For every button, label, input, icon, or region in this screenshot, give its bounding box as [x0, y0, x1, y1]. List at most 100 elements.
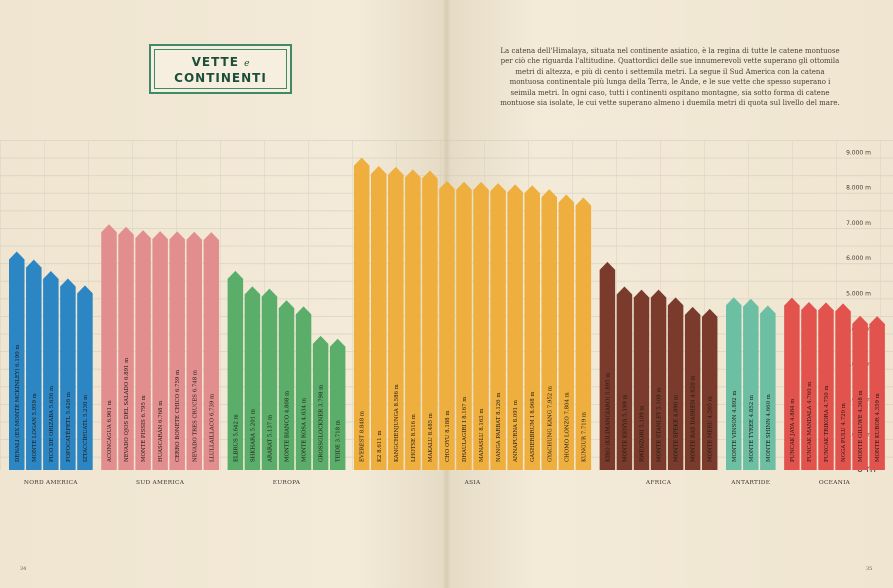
- mountain-bar: [473, 181, 489, 470]
- mountain-bar: [60, 278, 76, 470]
- mountain-label: NEVADO TRES CRUCES 6.748 m: [192, 370, 198, 462]
- mountain-bar: [186, 231, 202, 470]
- mountain-label: MONTE VINSON 4.892 m: [732, 391, 738, 462]
- mountain-bar: [43, 271, 59, 470]
- mountain-bar: [524, 185, 540, 471]
- mountain-bar: [650, 289, 667, 470]
- mountain-label: SHKHARA 5.201 m: [250, 409, 256, 462]
- intro-paragraph: La catena dell'Himalaya, situata nel con…: [500, 47, 840, 108]
- y-tick-label: 8.000 m: [846, 185, 871, 192]
- mountain-bar: [726, 297, 742, 470]
- mountain-label: MAKALU 8.485 m: [428, 413, 434, 462]
- mountain-bar: [667, 297, 684, 470]
- mountain-bar: [852, 315, 868, 470]
- mountain-label: CHO OYU 8.188 m: [445, 411, 451, 462]
- y-tick-label: 6.000 m: [846, 255, 871, 262]
- mountain-label: GYACHUNG KANG 7.952 m: [547, 386, 553, 462]
- page-title-line1: VETTE e: [151, 55, 290, 69]
- mountain-label: MONTE KUBOR 4.359 m: [875, 393, 881, 462]
- mountain-bar: [701, 308, 718, 470]
- mountain-bar: [244, 286, 261, 470]
- mountain-label: MONTE ROSA 4.634 m: [302, 398, 308, 462]
- mountain-bar: [422, 170, 438, 471]
- mountain-bar: [760, 305, 776, 470]
- continent-label: ASIA: [464, 480, 481, 486]
- mountain-label: MONTE SPEKE 4.890 m: [674, 395, 680, 462]
- mountain-label: MONTE BIANCO 4.808 m: [285, 391, 291, 462]
- mountain-bar: [26, 259, 42, 470]
- mountain-bar: [203, 232, 220, 470]
- mountain-label: RWENZORI 5.109 m: [640, 406, 646, 462]
- mountain-bar: [507, 184, 523, 470]
- mountain-label: POPOCATÉPETL 5.426 m: [64, 392, 72, 462]
- mountain-label: CHOMO LONZO 7.804 m: [564, 392, 570, 462]
- mountain-bar: [135, 230, 151, 470]
- mountain-label: K2 8.611 m: [377, 431, 383, 462]
- mountain-bar: [388, 166, 404, 471]
- y-tick-label: 7.000 m: [846, 220, 871, 227]
- mountain-label: KIBO (KILIMANGIARO) 5.895 m: [604, 373, 611, 462]
- mountain-label: GASHERBRUM I 8.068 m: [530, 392, 536, 462]
- page-number-left: 34: [20, 566, 27, 572]
- continent-label: OCEANIA: [819, 480, 851, 486]
- page-title-line2: CONTINENTI: [174, 71, 267, 85]
- mountain-bar: [152, 231, 168, 470]
- mountain-label: LHOTSE 8.516 m: [411, 414, 417, 462]
- mountain-bar: [835, 303, 851, 470]
- mountain-bar: [371, 166, 387, 471]
- continent-label: EUROPA: [273, 480, 301, 486]
- mountain-bar: [456, 181, 472, 470]
- mountain-label: KANGCHENJUNGA 8.586 m: [394, 384, 400, 462]
- mountain-bar: [169, 231, 185, 470]
- continent-label: AFRICA: [645, 480, 672, 486]
- mountain-label: DENALI (EX MONTE MCKINLEY) 6.190 m: [14, 345, 21, 462]
- title-box: VETTE e CONTINENTI: [149, 44, 292, 94]
- mountain-bar: [77, 285, 93, 470]
- mountain-label: ANNAPURNA 8.091 m: [513, 400, 519, 463]
- mountain-label: MONTE SHINN 4.660 m: [766, 394, 772, 462]
- mountain-bar: [439, 180, 455, 470]
- mountain-label: MONTE KENYA 5.199 m: [622, 394, 628, 462]
- mountain-label: KUNGUR 7.719 m: [581, 412, 587, 462]
- page-number-right: 35: [866, 566, 873, 572]
- mountain-bar: [801, 301, 817, 470]
- title-word-vette: VETTE: [191, 55, 239, 69]
- mountain-label: CERRO BONETE CHICO 6.759 m: [175, 370, 181, 462]
- mountain-label: LLULLAILLACO 6.739 m: [209, 394, 215, 462]
- mountain-label: GROSSGLOCKNER 3.798 m: [319, 385, 325, 462]
- mountain-bar: [295, 306, 312, 470]
- mountain-bar: [312, 335, 329, 470]
- mountain-label: MONTE MERU 4.565 m: [708, 396, 714, 462]
- mountain-bar: [405, 169, 421, 470]
- mountain-bar: [353, 157, 370, 471]
- mountain-label: ELBRUS 5.642 m: [233, 414, 239, 462]
- mountain-label: ACONCAGUA 6.961 m: [107, 400, 113, 463]
- mountain-bar: [599, 261, 616, 470]
- mountain-label: DHAULAGIRI I 8.167 m: [462, 397, 468, 462]
- mountain-bar: [9, 251, 25, 470]
- mountain-label: MONTE PISSIS 6.795 m: [141, 395, 147, 462]
- mountain-label: ARARAT 5.137 m: [267, 415, 273, 463]
- mountain-bar: [490, 183, 506, 470]
- mountain-bar: [261, 288, 278, 470]
- mountain-bar: [633, 289, 650, 470]
- mountain-label: EVEREST 8.848 m: [360, 411, 366, 462]
- mountain-label: MONTE GILUWE 4.368 m: [858, 390, 864, 462]
- mountain-bar: [101, 224, 117, 470]
- mountain-bar: [869, 316, 885, 470]
- mountain-label: NANGA PARBAT 8.126 m: [496, 393, 502, 462]
- mountain-label: MANASLU 8.163 m: [479, 408, 485, 462]
- mountain-bar: [558, 194, 575, 470]
- mountain-bar: [227, 270, 244, 470]
- mountain-label: PUNCAK TRIKORA 4.750 m: [824, 385, 830, 462]
- mountain-label: HUASCARÁN 6.768 m: [157, 401, 164, 462]
- mountain-bar: [616, 286, 633, 470]
- mountain-bar: [784, 297, 800, 470]
- mountain-label: NGGA PULU 4.720 m: [841, 403, 847, 462]
- mountain-bar: [118, 226, 134, 470]
- mountain-bar: [329, 338, 346, 470]
- mountain-label: MONTE RAS DASHEN 4.620 m: [691, 376, 697, 463]
- continent-label: NORD AMERICA: [24, 480, 78, 486]
